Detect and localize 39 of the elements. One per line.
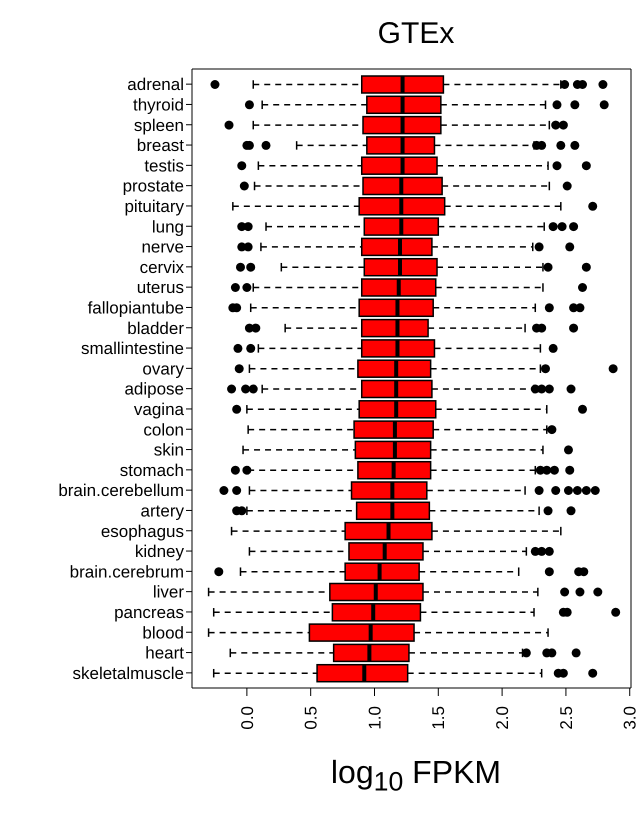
- y-tick-label: skeletalmuscle: [72, 664, 184, 683]
- y-tick-label: liver: [152, 582, 184, 602]
- x-tick-label: 1.5: [429, 706, 448, 730]
- y-tick-label: fallopiantube: [88, 298, 184, 318]
- y-tick-label: breast: [136, 136, 184, 156]
- y-tick-label: heart: [145, 644, 184, 663]
- y-tick-label: spleen: [134, 116, 184, 135]
- y-tick-label: blood: [142, 623, 184, 642]
- y-tick-label: pancreas: [114, 602, 184, 622]
- x-tick-label: 2.5: [556, 706, 576, 730]
- y-tick-label: testis: [144, 156, 184, 176]
- y-tick-label: stomach: [120, 460, 184, 480]
- y-tick-label: colon: [143, 420, 184, 440]
- x-tick-label: 0.5: [302, 706, 321, 730]
- y-tick-label: pituitary: [124, 196, 184, 216]
- y-tick-label: brain.cerebrum: [70, 562, 184, 582]
- y-tick-label: uterus: [136, 278, 184, 298]
- y-tick-label: esophagus: [100, 522, 184, 541]
- y-tick-label: brain.cerebellum: [58, 481, 184, 500]
- y-tick-label: kidney: [134, 542, 184, 562]
- y-tick-label: adipose: [124, 380, 184, 399]
- y-tick-label: smallintestine: [81, 339, 184, 358]
- y-tick-label: ovary: [142, 359, 184, 378]
- x-tick-label: 3.0: [620, 706, 640, 730]
- x-tick-label: 1.0: [365, 706, 384, 730]
- y-tick-label: thyroid: [132, 95, 184, 114]
- chart-title: GTEx: [376, 16, 456, 52]
- y-tick-label: vagina: [134, 400, 185, 419]
- x-tick-label: 2.0: [493, 706, 512, 730]
- y-tick-label: artery: [140, 501, 184, 520]
- y-tick-label: nerve: [141, 238, 184, 257]
- y-tick-label: bladder: [127, 318, 184, 338]
- x-axis-title: log$_{10}$ FPKM: [330, 754, 502, 796]
- y-tick-label: adrenal: [127, 75, 184, 94]
- y-tick-label: cervix: [140, 258, 184, 277]
- y-tick-label: prostate: [122, 176, 184, 196]
- y-tick-label: skin: [154, 440, 184, 460]
- y-tick-label: lung: [152, 217, 184, 236]
- x-tick-label: 0.0: [238, 706, 257, 730]
